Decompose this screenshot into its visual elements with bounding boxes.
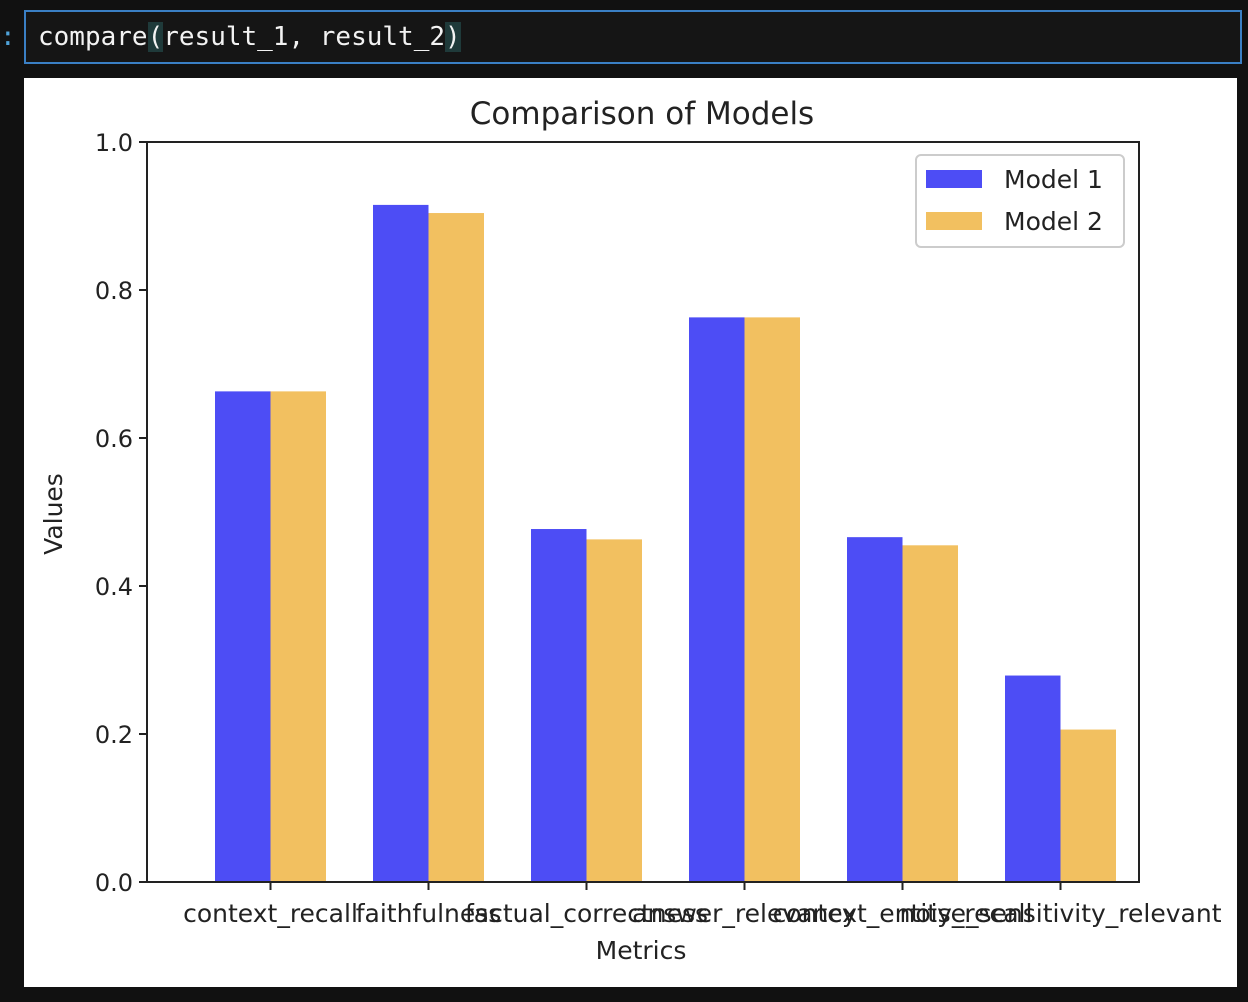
legend-label: Model 1 xyxy=(1004,165,1103,194)
y-tick-label: 0.4 xyxy=(95,573,133,601)
x-tick-label: context_recall xyxy=(183,899,358,928)
bar-model-1-noise-sensitivity-relevant xyxy=(1005,675,1061,882)
cell-prompt-marker: : xyxy=(0,22,16,52)
bar-model-1-context-recall xyxy=(215,391,271,882)
legend-swatch xyxy=(926,212,982,230)
code-line[interactable]: compare(result_1, result_2) xyxy=(38,20,461,54)
bar-model-1-faithfulness xyxy=(373,204,429,882)
x-tick-label: answer_relevancy xyxy=(632,899,857,928)
bar-model-1-context-entity-recall xyxy=(847,537,903,882)
code-args: result_1, result_2 xyxy=(163,22,445,52)
x-axis-label: Metrics xyxy=(596,936,687,965)
x-tick-label: faithfulness xyxy=(356,899,502,928)
y-tick-label: 0.8 xyxy=(95,277,133,305)
bar-model-1-factual-correctness xyxy=(531,529,587,882)
bar-model-1-answer-relevancy xyxy=(689,317,745,882)
y-tick-label: 1.0 xyxy=(95,129,133,157)
plot-frame xyxy=(146,141,1140,883)
y-tick-label: 0.0 xyxy=(95,869,133,897)
x-tick-label: noise_sensitivity_relevant xyxy=(900,899,1222,928)
cell-output: Comparison of Models Values Metrics 0.0 0… xyxy=(24,78,1237,987)
bar-model-2-factual-correctness xyxy=(586,539,642,882)
bar-model-2-faithfulness xyxy=(428,213,484,883)
code-open-paren: ( xyxy=(147,22,164,52)
chart-title: Comparison of Models xyxy=(470,96,814,132)
y-tick-label: 0.2 xyxy=(95,721,133,749)
bar-model-2-noise-sensitivity-relevant xyxy=(1060,729,1116,882)
bar-model-2-context-recall xyxy=(270,391,326,882)
legend-label: Model 2 xyxy=(1004,207,1103,236)
code-close-paren: ) xyxy=(445,22,461,52)
bar-chart: Comparison of Models Values Metrics 0.0 0… xyxy=(39,96,1222,965)
bar-model-2-context-entity-recall xyxy=(902,545,958,882)
y-axis-label: Values xyxy=(39,473,68,555)
code-function: compare xyxy=(38,22,148,52)
x-tick-label: factual_correctness xyxy=(465,899,708,928)
y-tick-label: 0.6 xyxy=(95,425,133,453)
x-tick-label: context_entity_recall xyxy=(773,899,1033,928)
bar-model-2-answer-relevancy xyxy=(744,317,800,882)
legend-swatch xyxy=(926,170,982,188)
code-cell-input[interactable]: compare(result_1, result_2) xyxy=(24,10,1242,64)
